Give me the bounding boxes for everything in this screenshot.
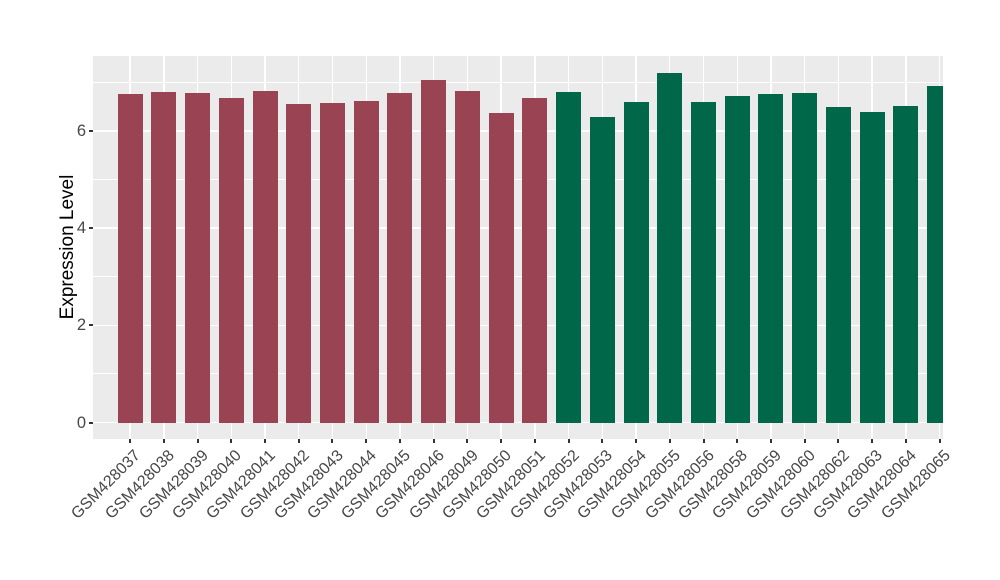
gridline-minor-y1 <box>93 373 943 375</box>
x-tick-GSM428042 <box>297 439 300 443</box>
bar-GSM428045 <box>387 92 413 423</box>
gridline-minor-y3 <box>93 276 943 278</box>
bar-GSM428058 <box>724 95 750 423</box>
x-tick-GSM428055 <box>668 439 671 443</box>
x-tick-GSM428065 <box>938 439 941 443</box>
bar-GSM428065 <box>927 85 943 423</box>
x-tick-GSM428056 <box>702 439 705 443</box>
x-tick-GSM428043 <box>331 439 334 443</box>
bar-GSM428040 <box>218 98 244 423</box>
bar-GSM428050 <box>488 113 514 423</box>
bar-GSM428064 <box>893 106 919 423</box>
x-tick-GSM428052 <box>567 439 570 443</box>
x-tick-GSM428038 <box>162 439 165 443</box>
x-tick-GSM428037 <box>129 439 132 443</box>
x-tick-GSM428064 <box>904 439 907 443</box>
bar-GSM428042 <box>286 103 312 423</box>
bar-GSM428043 <box>319 102 345 423</box>
bar-GSM428056 <box>691 102 717 423</box>
gridline-major-y6 <box>93 130 943 132</box>
y-tick-4 <box>89 227 93 230</box>
x-tick-GSM428058 <box>736 439 739 443</box>
bar-GSM428049 <box>454 91 480 423</box>
x-tick-GSM428059 <box>769 439 772 443</box>
bar-GSM428059 <box>758 93 784 423</box>
y-axis-title: Expression Level <box>57 174 78 320</box>
x-tick-GSM428041 <box>264 439 267 443</box>
bar-GSM428041 <box>252 91 278 423</box>
y-tick-label: 6 <box>76 121 86 140</box>
y-tick-label: 2 <box>76 316 86 335</box>
bar-GSM428044 <box>353 100 379 423</box>
gridline-major-y2 <box>93 324 943 326</box>
gridline-major-y4 <box>93 227 943 229</box>
y-tick-label: 0 <box>76 413 86 432</box>
bar-GSM428052 <box>556 91 582 423</box>
chart-panel <box>93 56 943 439</box>
x-tick-GSM428063 <box>871 439 874 443</box>
x-tick-GSM428050 <box>500 439 503 443</box>
x-tick-GSM428051 <box>533 439 536 443</box>
x-tick-GSM428044 <box>365 439 368 443</box>
bar-GSM428063 <box>859 112 885 423</box>
bar-GSM428055 <box>657 73 683 423</box>
gridline-major-y0 <box>93 421 943 424</box>
gridline-minor-y5 <box>93 179 943 180</box>
x-tick-GSM428060 <box>803 439 806 443</box>
x-tick-GSM428054 <box>635 439 638 443</box>
x-tick-GSM428053 <box>601 439 604 443</box>
bar-GSM428062 <box>825 106 851 423</box>
y-tick-0 <box>89 421 93 424</box>
bar-GSM428037 <box>117 94 143 423</box>
x-tick-GSM428045 <box>398 439 401 443</box>
bar-GSM428038 <box>151 91 177 423</box>
bar-GSM428051 <box>522 98 548 423</box>
bar-GSM428039 <box>185 92 211 423</box>
x-tick-GSM428046 <box>432 439 435 443</box>
bar-GSM428046 <box>421 80 447 423</box>
bar-GSM428060 <box>792 92 818 423</box>
x-tick-GSM428040 <box>230 439 233 443</box>
x-tick-GSM428039 <box>196 439 199 443</box>
bar-GSM428054 <box>623 101 649 423</box>
y-tick-2 <box>89 324 93 327</box>
y-tick-label: 4 <box>76 219 86 238</box>
y-tick-6 <box>89 129 93 132</box>
bar-GSM428053 <box>589 116 615 423</box>
x-tick-GSM428062 <box>837 439 840 443</box>
gridline-minor-y7 <box>93 81 943 83</box>
x-tick-GSM428049 <box>466 439 469 443</box>
